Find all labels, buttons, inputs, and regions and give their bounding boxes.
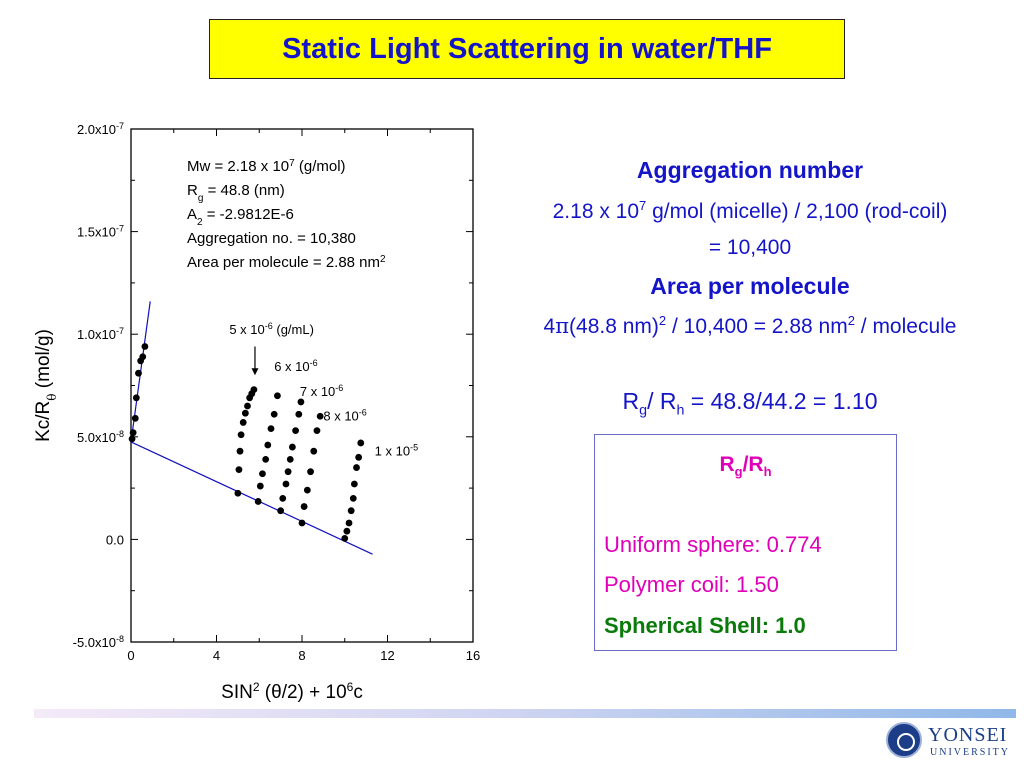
area-line: 4π(48.8 nm)2 / 10,400 = 2.88 nm2 / molec…: [543, 313, 957, 338]
slide-title-box: Static Light Scattering in water/THF: [209, 19, 845, 79]
data-point: [270, 410, 278, 418]
logo-subtext: UNIVERSITY: [930, 747, 1010, 758]
ratio-box-heading: Rg/Rh: [719, 453, 772, 480]
data-point: [131, 414, 139, 422]
data-point: [284, 468, 292, 476]
data-point: [282, 480, 290, 488]
data-point: [307, 468, 314, 476]
polymer-coil-value: Polymer coil: 1.50: [604, 572, 779, 597]
x-tick-label: 0: [127, 648, 134, 663]
data-point: [132, 394, 140, 402]
y-tick-label: 2.0x10-7: [77, 121, 124, 137]
slide-title: Static Light Scattering in water/THF: [282, 32, 772, 65]
area-heading: Area per molecule: [650, 273, 850, 299]
info-line: Mw = 2.18 x 107 (g/mol): [187, 158, 346, 176]
data-point: [259, 470, 266, 478]
axis-ticks: [130, 128, 474, 643]
y-tick-label: 1.0x10-7: [77, 326, 124, 342]
data-point: [254, 498, 262, 505]
arrow-head: [251, 368, 259, 376]
data-point: [139, 353, 147, 361]
logo-name: YONSEI: [928, 724, 1008, 746]
info-line: A2 = -2.9812E-6: [187, 206, 294, 228]
data-point: [345, 519, 353, 527]
y-tick-label: 5.0x10-8: [77, 429, 124, 445]
info-line: Aggregation no. = 10,380: [187, 230, 356, 247]
y-axis-label: Kc/Rθ (mol/g): [33, 329, 59, 442]
data-point: [129, 429, 137, 437]
data-point: [141, 343, 149, 350]
data-point: [236, 447, 244, 455]
data-point: [288, 443, 296, 451]
data-point: [241, 409, 249, 417]
data-point: [297, 398, 305, 406]
y-tick-label: -5.0x10-8: [73, 634, 124, 650]
data-point: [353, 464, 360, 471]
data-point: [357, 439, 365, 447]
data-point: [244, 402, 251, 410]
university-logo: YONSEI UNIVERSITY: [884, 722, 1019, 764]
footer-gradient-bar: [34, 709, 1016, 718]
data-point: [313, 427, 321, 435]
data-point: [303, 486, 311, 494]
data-point: [295, 410, 303, 418]
y-tick-label: 1.5x10-7: [77, 224, 124, 240]
x-tick-label: 12: [380, 648, 394, 663]
data-point: [316, 412, 324, 420]
data-point: [341, 534, 349, 542]
data-point: [292, 427, 299, 435]
data-point: [343, 527, 351, 535]
fit-line: [130, 441, 373, 555]
ratio-reference-box: Rg/Rh Uniform sphere: 0.774 Polymer coil…: [594, 434, 897, 651]
spherical-shell-value: Spherical Shell: 1.0: [604, 613, 806, 638]
data-point: [274, 392, 281, 400]
chart-labels: -5.0x10-8 0.0 5.0x10-8 1.0x10-7 1.5x10-7 2.0x…: [33, 121, 480, 703]
concentration-label: 6 x 10-6: [274, 358, 317, 374]
x-tick-label: 16: [466, 648, 480, 663]
data-points: [128, 343, 365, 542]
data-point: [300, 503, 308, 510]
y-tick-label: 0.0: [106, 532, 124, 547]
data-point: [234, 489, 242, 497]
data-point: [264, 441, 272, 449]
data-point: [250, 386, 258, 394]
data-point: [239, 419, 247, 426]
concentration-label: 8 x 10-6: [323, 407, 366, 423]
data-point: [298, 519, 306, 527]
x-tick-label: 4: [213, 648, 220, 663]
data-point: [267, 425, 275, 432]
data-point: [256, 482, 264, 490]
data-point: [237, 431, 245, 439]
university-emblem-icon: [886, 722, 922, 758]
data-point: [310, 447, 318, 455]
aggregation-line2: = 10,400: [708, 236, 792, 259]
concentration-label: 1 x 10-5: [375, 442, 418, 458]
info-line: Area per molecule = 2.88 nm2: [187, 254, 386, 272]
x-axis-label: SIN2 (θ/2) + 106c: [221, 680, 363, 703]
data-point: [286, 455, 294, 463]
concentration-label: 5 x 10-6 (g/mL): [229, 321, 314, 337]
uniform-sphere-value: Uniform sphere: 0.774: [604, 532, 822, 557]
concentration-label: 7 x 10-6: [300, 383, 343, 399]
aggregation-heading: Aggregation number: [636, 157, 864, 183]
data-point: [347, 507, 355, 515]
aggregation-line1: 2.18 x 107 g/mol (micelle) / 2,100 (rod-…: [552, 198, 948, 223]
data-point: [350, 480, 358, 488]
slls-chart: -5.0x10-8 0.0 5.0x10-8 1.0x10-7 1.5x10-7 2.0x…: [33, 121, 480, 703]
x-tick-label: 8: [298, 648, 305, 663]
data-point: [262, 455, 270, 463]
data-point: [355, 453, 363, 461]
data-point: [135, 369, 142, 377]
data-point: [279, 494, 287, 502]
ratio-line: Rg/ Rh = 48.8/44.2 = 1.10: [622, 388, 878, 419]
data-point: [349, 494, 357, 502]
data-point: [128, 435, 136, 443]
info-line: Rg = 48.8 (nm): [187, 182, 285, 204]
data-point: [235, 466, 243, 474]
fit-lines: [130, 301, 373, 555]
data-point: [277, 507, 285, 515]
